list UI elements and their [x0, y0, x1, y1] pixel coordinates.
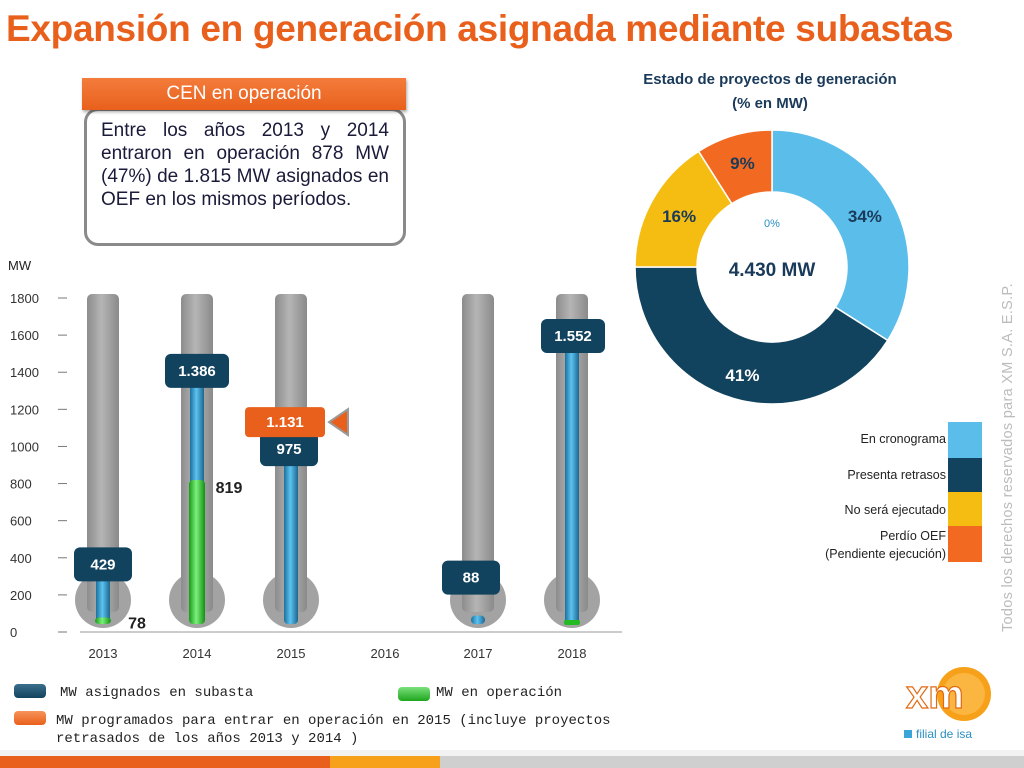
donut-zero-label: 0%	[764, 218, 780, 230]
legend-label-scheduled-line2: retrasados de los años 2013 y 2014 )	[56, 731, 359, 747]
donut-title: Estado de proyectos de generación	[643, 71, 896, 88]
y-tick-label: 1000	[10, 439, 39, 454]
data-label-box-assigned	[541, 319, 605, 354]
cen-header: CEN en operación	[82, 78, 406, 110]
x-tick-label: 2016	[371, 646, 400, 661]
legend-swatch-scheduled	[14, 711, 46, 725]
bar-column-background	[87, 294, 119, 612]
y-tick-label: 800	[10, 477, 32, 492]
data-label-assigned: 1.386	[178, 363, 216, 380]
legend-label-scheduled-line1: MW programados para entrar en operación …	[56, 713, 611, 729]
logo-tagline: filial de isa	[916, 727, 972, 741]
data-label-assigned: 429	[90, 556, 115, 573]
page-title: Expansión en generación asignada mediant…	[6, 8, 954, 49]
data-label-box-assigned	[74, 547, 132, 582]
bar-operating-2014	[189, 480, 205, 624]
legend-label-delayed: Presenta retrasos	[847, 468, 946, 482]
legend-label-lost-oef: Perdío OEF	[880, 529, 946, 543]
donut-subtitle: (% en MW)	[732, 95, 808, 112]
bar-operating-2013	[95, 617, 111, 624]
donut-slice-label: 16%	[662, 207, 696, 226]
donut-slice-label: 9%	[730, 154, 755, 173]
copyright-watermark: Todos los derechos reservados para XM S.…	[1000, 283, 1016, 632]
data-label-assigned: 1.552	[554, 328, 592, 345]
xm-logo: xm filial de isa	[904, 667, 991, 741]
donut-chart: Estado de proyectos de generación (% en M…	[634, 71, 910, 405]
bar-assigned-2017	[471, 615, 485, 624]
y-tick-label: 1400	[10, 365, 39, 380]
y-tick-label: 200	[10, 588, 32, 603]
legend-swatch-lost-oef	[948, 526, 982, 562]
legend-label-assigned: MW asignados en subasta	[60, 685, 254, 701]
bar-column-background	[462, 294, 494, 612]
donut-center-label: 4.430 MW	[729, 260, 816, 281]
x-tick-label: 2014	[183, 646, 212, 661]
y-tick-label: 600	[10, 514, 32, 529]
y-tick-label: 1600	[10, 328, 39, 343]
cen-text: Entre los años 2013 y 2014 entraron en o…	[101, 120, 389, 210]
legend-label-lost-oef-note: (Pendiente ejecución)	[825, 547, 946, 561]
bar-assigned-2018	[565, 344, 579, 624]
x-tick-label: 2015	[277, 646, 306, 661]
legend-label-on-schedule: En cronograma	[860, 432, 946, 446]
x-tick-label: 2018	[558, 646, 587, 661]
data-label-assigned: 975	[276, 441, 301, 458]
donut-slice-3	[697, 129, 773, 205]
y-tick-label: 1800	[10, 291, 39, 306]
x-tick-label: 2013	[89, 646, 118, 661]
data-label-assigned: 88	[463, 570, 480, 587]
data-label-operating: 819	[216, 480, 243, 497]
legend-label-not-executed: No será ejecutado	[844, 503, 946, 517]
y-tick-label: 400	[10, 551, 32, 566]
donut-slice-1	[634, 266, 889, 405]
legend-swatch-operating	[398, 687, 430, 701]
logo-brand: xm	[906, 673, 964, 717]
donut-slice-0	[771, 129, 910, 342]
y-tick-label: 1200	[10, 402, 39, 417]
legend-swatch-on-schedule	[948, 422, 982, 458]
legend-swatch-assigned	[14, 684, 46, 698]
y-axis-title: MW	[8, 258, 32, 273]
footer-bar	[0, 750, 1024, 768]
data-label-box-assigned	[442, 560, 500, 595]
donut-slice-label: 34%	[848, 207, 882, 226]
data-label-scheduled: 1.131	[266, 414, 304, 431]
cen-callout: Entre los años 2013 y 2014 entraron en o…	[84, 108, 406, 246]
bar-assigned-2015	[284, 451, 298, 624]
legend-swatch-delayed	[948, 458, 982, 492]
x-tick-label: 2017	[464, 646, 493, 661]
y-tick-label: 0	[10, 625, 17, 640]
donut-slice-label: 41%	[725, 366, 759, 385]
data-label-box-assigned	[165, 353, 229, 388]
bar-chart: MW 1800 1600 1400 1200 1000 800 600 400 200 0 2013 2…	[8, 258, 622, 661]
legend-label-operating: MW en operación	[436, 685, 563, 701]
scheduled-marker-arrow	[327, 407, 349, 438]
bar-operating-stub-2018	[564, 620, 580, 625]
data-label-box-scheduled	[245, 407, 325, 438]
data-label-operating: 78	[128, 616, 146, 633]
data-label-box-assigned	[260, 432, 318, 467]
legend-swatch-not-executed	[948, 492, 982, 526]
